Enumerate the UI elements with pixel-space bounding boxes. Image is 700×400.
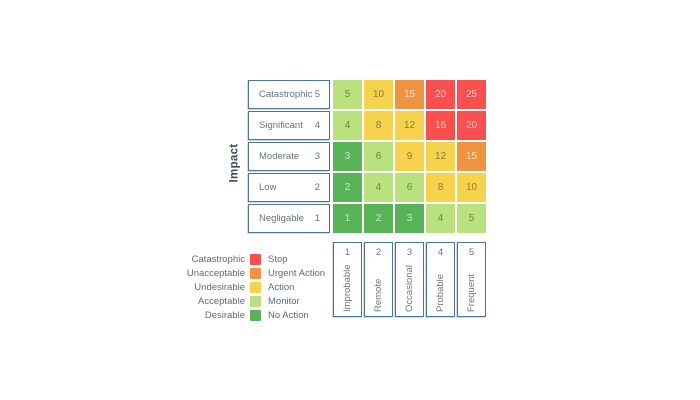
probability-column-1: 1 Improbable	[333, 242, 362, 317]
impact-row-label-text: Significant	[259, 120, 303, 131]
probability-level-number: 3	[406, 247, 413, 258]
impact-row-label-2: Low 2	[248, 173, 330, 202]
impact-row-level-number: 1	[314, 213, 320, 224]
probability-column-label-text: Remote	[373, 278, 384, 312]
risk-cell: 5	[333, 80, 362, 109]
legend-action-label: No Action	[268, 309, 309, 321]
risk-cell: 2	[333, 173, 362, 202]
legend-row: Desirable No Action	[183, 308, 325, 322]
risk-cell: 8	[426, 173, 455, 202]
probability-level-number: 5	[468, 247, 475, 258]
impact-row-label-text: Moderate	[259, 151, 300, 162]
legend-severity-label: Acceptable	[197, 295, 245, 307]
risk-cell: 6	[395, 173, 424, 202]
severity-legend: Catastrophic Stop Unacceptable Urgent Actio…	[183, 252, 325, 322]
impact-row-level-number: 4	[314, 120, 320, 131]
legend-action-label: Urgent Action	[268, 267, 326, 279]
probability-level-number: 4	[437, 247, 444, 258]
risk-cell: 12	[395, 111, 424, 140]
risk-cell: 25	[457, 80, 486, 109]
probability-column-labels: 1 Improbable 2 Remote 3 Occasional 4 Probable 5 F…	[333, 242, 486, 317]
impact-row-label-4: Significant 4	[248, 111, 330, 140]
probability-column-2: 2 Remote	[364, 242, 393, 317]
legend-severity-label: Undesirable	[194, 281, 245, 293]
legend-severity-label: Unacceptable	[186, 267, 245, 279]
legend-action-label: Action	[268, 281, 295, 293]
impact-row-level-number: 3	[314, 151, 320, 162]
impact-row-labels: Catastrophic 5 Significant 4 Moderate 3 Low 2 Ne…	[248, 80, 330, 235]
legend-severity-label: Catastrophic	[191, 253, 245, 265]
risk-cell: 1	[333, 204, 362, 233]
risk-grid: 5 10 15 20 25 4 8 12 16 20 3 6 9 12 15 2 4 6 8 10 1 2 3 4 5	[333, 80, 486, 233]
risk-cell: 4	[333, 111, 362, 140]
risk-cell: 10	[457, 173, 486, 202]
risk-cell: 6	[364, 142, 393, 171]
legend-row: Undesirable Action	[183, 280, 325, 294]
risk-cell: 9	[395, 142, 424, 171]
risk-cell: 20	[426, 80, 455, 109]
impact-row-level-number: 5	[314, 89, 320, 100]
risk-cell: 12	[426, 142, 455, 171]
impact-row-level-number: 2	[314, 182, 320, 193]
risk-cell: 5	[457, 204, 486, 233]
impact-row-label-3: Moderate 3	[248, 142, 330, 171]
probability-level-number: 2	[375, 247, 382, 258]
legend-row: Catastrophic Stop	[183, 252, 325, 266]
risk-cell: 3	[395, 204, 424, 233]
risk-cell: 2	[364, 204, 393, 233]
legend-color-swatch	[250, 253, 261, 265]
legend-severity-label: Desirable	[204, 309, 245, 321]
risk-cell: 16	[426, 111, 455, 140]
probability-column-5: 5 Frequent	[457, 242, 486, 317]
impact-row-label-text: Low	[259, 182, 277, 193]
probability-column-label-text: Occasional	[404, 265, 415, 312]
probability-column-label-text: Improbable	[342, 264, 353, 312]
risk-cell: 8	[364, 111, 393, 140]
probability-column-3: 3 Occasional	[395, 242, 424, 317]
risk-cell: 15	[457, 142, 486, 171]
impact-axis-label: Impact	[221, 129, 247, 197]
probability-level-number: 1	[344, 247, 351, 258]
risk-cell: 20	[457, 111, 486, 140]
risk-cell: 15	[395, 80, 424, 109]
legend-color-swatch	[250, 309, 261, 321]
legend-action-label: Stop	[268, 253, 288, 265]
risk-cell: 4	[426, 204, 455, 233]
legend-color-swatch	[250, 267, 261, 279]
legend-action-label: Monitor	[268, 295, 300, 307]
risk-cell: 10	[364, 80, 393, 109]
impact-row-label-1: Negligable 1	[248, 204, 330, 233]
probability-column-label-text: Frequent	[466, 273, 477, 312]
impact-row-label-text: Negligable	[259, 213, 304, 224]
legend-color-swatch	[250, 295, 261, 307]
impact-row-label-5: Catastrophic 5	[248, 80, 330, 109]
legend-row: Unacceptable Urgent Action	[183, 266, 325, 280]
legend-color-swatch	[250, 281, 261, 293]
impact-row-label-text: Catastrophic	[259, 89, 313, 100]
probability-column-label-text: Probable	[435, 273, 446, 312]
legend-row: Acceptable Monitor	[183, 294, 325, 308]
probability-column-4: 4 Probable	[426, 242, 455, 317]
impact-axis-label-text: Impact	[228, 143, 240, 183]
risk-cell: 4	[364, 173, 393, 202]
risk-cell: 3	[333, 142, 362, 171]
